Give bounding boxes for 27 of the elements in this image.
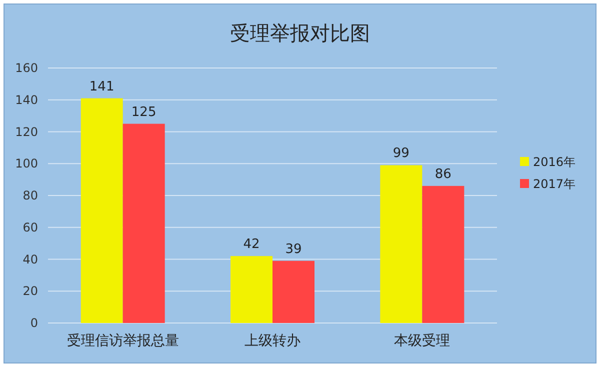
data-label: 39 [285, 242, 302, 257]
data-label: 99 [392, 146, 410, 162]
y-tick-label: 160 [15, 61, 38, 75]
bar [272, 260, 314, 323]
data-label: 42 [243, 237, 260, 252]
y-tick-label: 100 [15, 156, 38, 171]
data-label: 86 [434, 166, 452, 182]
data-label: 125 [131, 104, 156, 120]
y-tick-label: 60 [22, 220, 38, 234]
y-tick-label: 20 [22, 284, 38, 298]
y-tick-label: 140 [15, 92, 38, 107]
data-label: 141 [89, 79, 114, 94]
chart-title: 受理举报对比图 [230, 21, 370, 45]
bar [122, 124, 165, 323]
y-tick-label: 0 [30, 316, 38, 330]
y-tick-label: 120 [15, 124, 38, 139]
y-tick-label: 40 [22, 252, 38, 266]
y-tick-label: 80 [22, 188, 38, 202]
legend-label: 2017年 [533, 177, 576, 191]
bar [230, 256, 272, 323]
x-tick-label: 受理信访举报总量 [66, 333, 179, 349]
bar [422, 186, 464, 323]
legend-label: 2016年 [533, 155, 576, 169]
bar [380, 165, 422, 323]
x-tick-label: 本级受理 [394, 333, 450, 349]
x-tick-label: 上级转办 [244, 333, 300, 349]
bar [80, 98, 123, 323]
